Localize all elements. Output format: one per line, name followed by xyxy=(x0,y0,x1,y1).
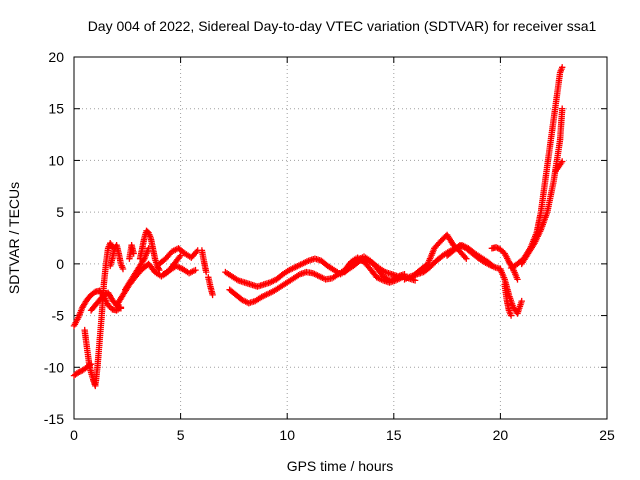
satellite-track-10 xyxy=(156,245,201,268)
y-axis-label: SDTVAR / TECUs xyxy=(6,182,22,294)
data-point-marker xyxy=(411,277,419,284)
data-point-marker xyxy=(154,264,162,271)
plot-frame xyxy=(73,56,608,420)
satellite-track-22 xyxy=(501,281,515,319)
data-point-marker xyxy=(90,289,98,296)
y-tick-label: 10 xyxy=(48,152,64,168)
data-points xyxy=(70,64,566,390)
x-tick-label: 25 xyxy=(599,427,615,443)
y-tick-label: 5 xyxy=(56,204,64,220)
satellite-track-7 xyxy=(122,245,152,293)
x-tick-label: 20 xyxy=(493,427,509,443)
data-point-marker xyxy=(117,305,125,312)
y-tick-label: -10 xyxy=(44,359,64,375)
satellite-track-12 xyxy=(198,247,210,276)
data-point-marker xyxy=(176,253,183,261)
data-point-marker xyxy=(488,262,496,270)
data-point-marker xyxy=(76,368,83,375)
data-point-marker xyxy=(559,64,566,71)
satellite-track-8 xyxy=(136,227,163,274)
satellite-track-9 xyxy=(126,242,137,262)
satellite-track-5 xyxy=(107,242,127,273)
data-point-marker xyxy=(75,369,82,376)
satellite-track-25 xyxy=(552,158,566,174)
data-point-marker xyxy=(192,266,199,274)
satellite-track-3 xyxy=(81,240,116,390)
data-point-marker xyxy=(514,276,521,283)
x-tick-label: 0 xyxy=(70,427,78,443)
y-tick-label: 0 xyxy=(56,256,64,272)
satellite-track-13 xyxy=(205,274,216,299)
satellite-track-15 xyxy=(226,254,406,307)
axis-ticks: 0 5 10 15 20 25 20 15 10 5 0 -5 -10 -15 xyxy=(44,49,615,443)
x-tick-label: 10 xyxy=(279,427,295,443)
data-point-marker xyxy=(130,250,137,257)
y-tick-label: 20 xyxy=(48,49,64,65)
data-point-marker xyxy=(203,268,210,276)
data-point-marker xyxy=(209,291,216,299)
y-tick-label: 15 xyxy=(48,101,64,117)
data-point-marker xyxy=(104,302,112,309)
chart-title: Day 004 of 2022, Sidereal Day-to-day VTE… xyxy=(88,18,597,34)
data-point-marker xyxy=(494,244,501,252)
data-point-marker xyxy=(559,105,566,112)
y-tick-label: -5 xyxy=(52,308,65,324)
x-tick-label: 15 xyxy=(386,427,402,443)
data-point-marker xyxy=(559,158,566,165)
data-point-marker xyxy=(155,265,162,272)
x-axis-label: GPS time / hours xyxy=(287,458,394,474)
satellite-track-6 xyxy=(113,252,184,309)
data-point-marker xyxy=(507,312,515,319)
y-tick-label: -15 xyxy=(44,411,64,427)
satellite-track-11 xyxy=(160,262,199,278)
satellite-track-19 xyxy=(443,242,496,270)
data-point-marker xyxy=(119,265,127,273)
data-point-marker xyxy=(463,255,470,262)
x-tick-label: 5 xyxy=(177,427,185,443)
satellite-track-24 xyxy=(518,105,566,268)
data-point-marker xyxy=(156,266,163,274)
data-point-marker xyxy=(518,297,525,305)
